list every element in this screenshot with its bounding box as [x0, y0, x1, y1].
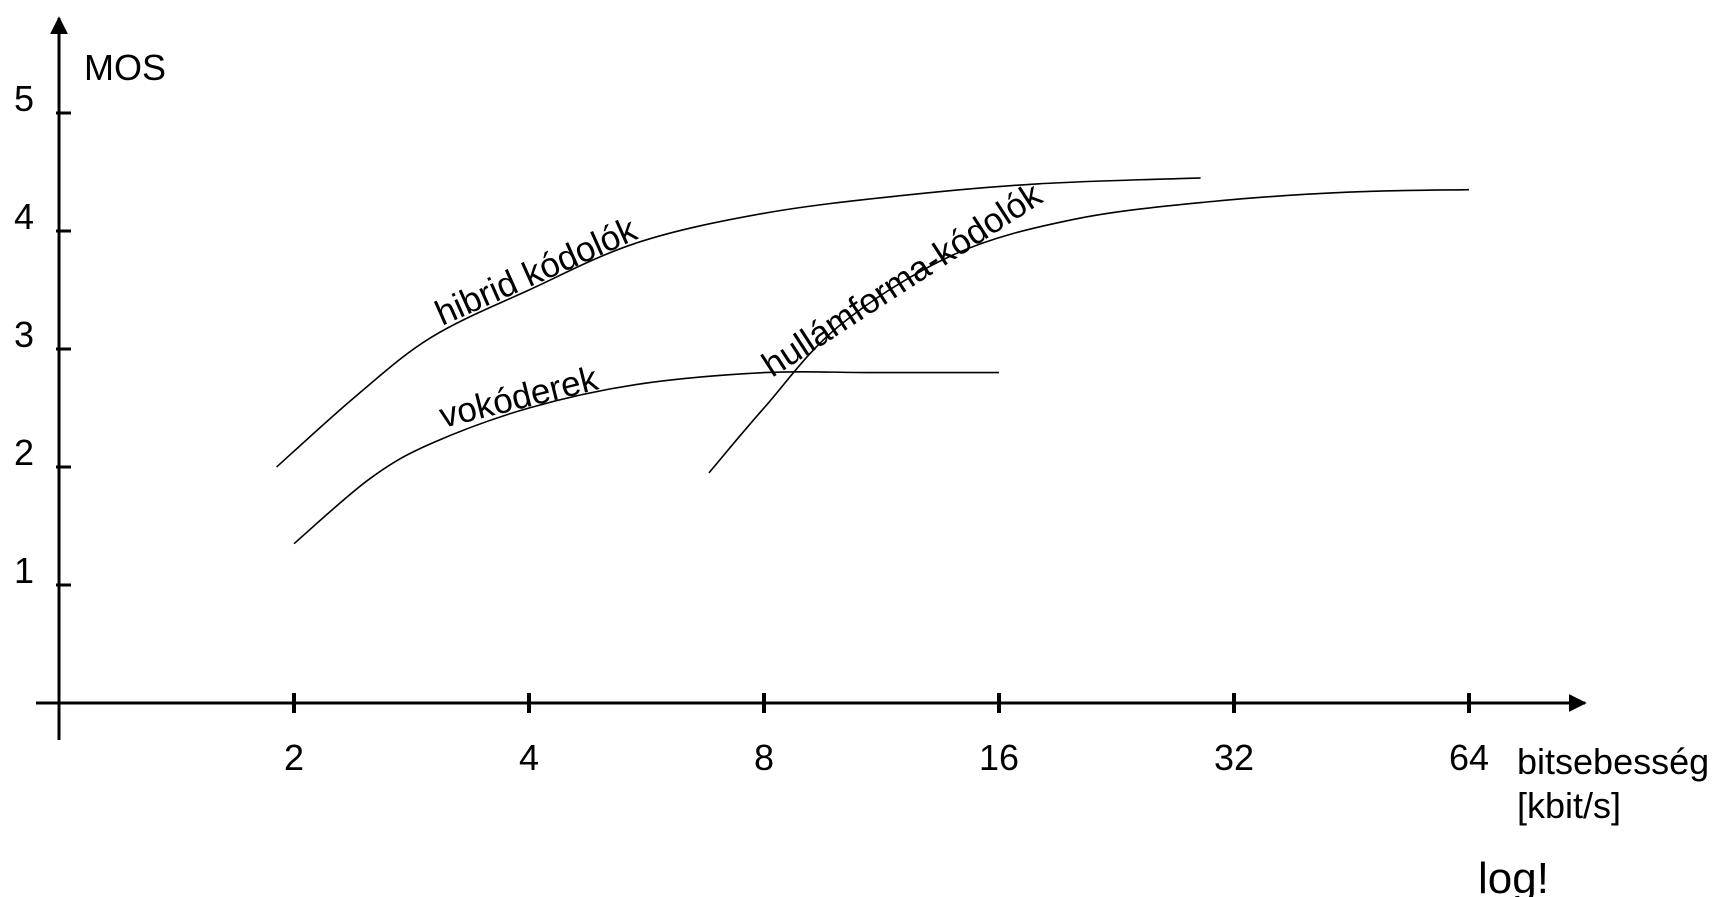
y-tick-label: 4	[14, 196, 34, 237]
x-tick-label: 32	[1214, 737, 1254, 778]
curve-hullamforma-kodolok	[708, 188, 1470, 474]
x-tick-label: 2	[284, 737, 304, 778]
x-axis-title-line1: bitsebesség	[1517, 741, 1709, 782]
x-tick-label: 16	[979, 737, 1019, 778]
label-hullamforma-kodolok: hullámforma-kódolók	[755, 175, 1049, 385]
y-ticks: 1 2 3 4 5	[14, 78, 71, 591]
x-tick-label: 64	[1449, 737, 1489, 778]
label-hibrid-kodolok: hibrid kódolók	[429, 210, 643, 334]
x-tick-label: 8	[754, 737, 774, 778]
label-vokoderek: vokóderek	[436, 359, 603, 436]
y-tick-label: 3	[14, 314, 34, 355]
y-tick-label: 5	[14, 78, 34, 119]
x-ticks: 2 4 8 16 32 64	[284, 693, 1489, 778]
x-axis-title-line2: [kbit/s]	[1517, 785, 1621, 826]
log-note: log!	[1478, 854, 1549, 897]
curve-hibrid-kodolok	[276, 177, 1201, 468]
y-axis-title: MOS	[84, 47, 166, 88]
y-tick-label: 1	[14, 550, 34, 591]
curve-vokoderek	[293, 370, 999, 545]
curves	[276, 177, 1470, 545]
x-tick-label: 4	[519, 737, 539, 778]
y-tick-label: 2	[14, 432, 34, 473]
